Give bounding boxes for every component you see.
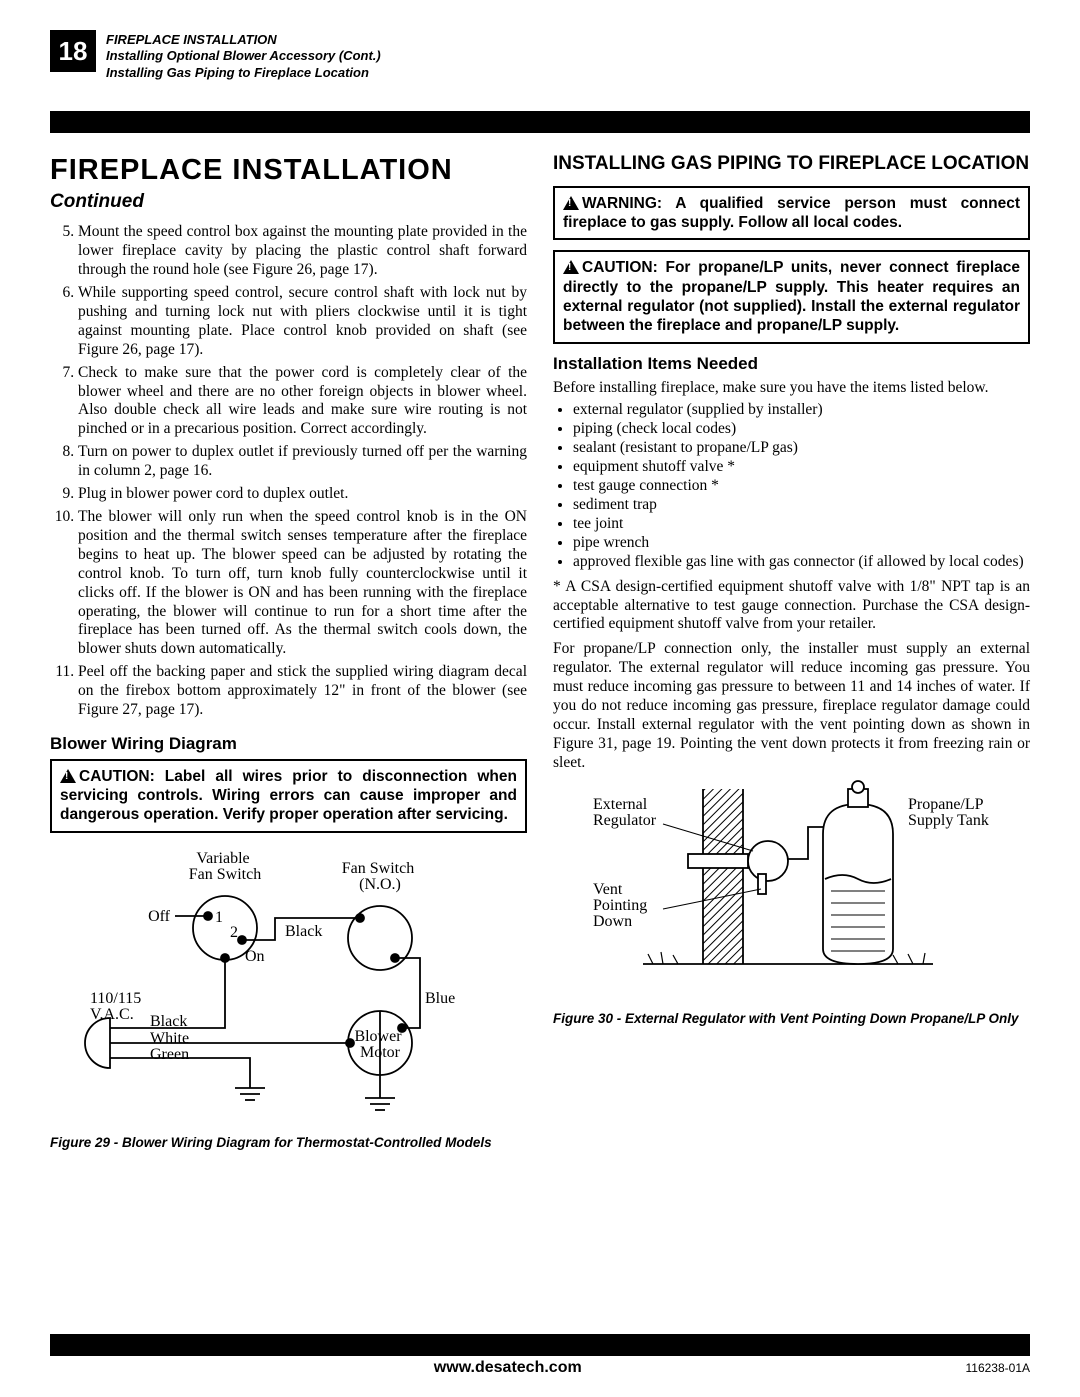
lbl-black1: Black [285,923,322,940]
main-heading: FIREPLACE INSTALLATION [50,153,527,188]
list-item: piping (check local codes) [573,420,1030,439]
page: 18 FIREPLACE INSTALLATION Installing Opt… [0,0,1080,1397]
list-item: approved flexible gas line with gas conn… [573,553,1030,572]
items-intro: Before installing fireplace, make sure y… [553,379,1030,398]
lbl-2: 2 [230,924,238,941]
lbl-ext-reg: External Regulator [593,796,657,829]
wiring-caution-text: CAUTION: Label all wires prior to discon… [60,768,517,824]
lbl-on: On [245,948,265,965]
right-column: INSTALLING GAS PIPING TO FIREPLACE LOCAT… [553,153,1030,1151]
lbl-black2: Black [150,1013,187,1030]
csa-note: * A CSA design-certified equipment shuto… [553,578,1030,635]
continued-label: Continued [50,190,527,213]
warning-icon [563,196,579,210]
fig30-caption: Figure 30 - External Regulator with Vent… [553,1011,1030,1027]
lbl-fanswitch: Fan Switch (N.O.) [342,860,418,893]
warning-icon [60,769,76,783]
list-item: sediment trap [573,496,1030,515]
step-item: Turn on power to duplex outlet if previo… [78,443,527,481]
step-list: Mount the speed control box against the … [50,223,527,720]
lbl-variable: Variable Fan Switch [189,850,261,883]
step-item: While supporting speed control, secure c… [78,284,527,360]
lp-paragraph: For propane/LP connection only, the inst… [553,640,1030,772]
lbl-1: 1 [215,909,223,926]
list-item: external regulator (supplied by installe… [573,401,1030,420]
footer-code: 116238-01A [966,1361,1031,1375]
regulator-figure: External Regulator Vent Pointing Down Pr… [553,779,1023,999]
wiring-diagram: Variable Fan Switch Fan Switch (N.O.) Of… [50,843,520,1123]
header-line2: Installing Optional Blower Accessory (Co… [106,48,381,64]
step-item: Check to make sure that the power cord i… [78,364,527,440]
warning-icon [563,260,579,274]
header-titles: FIREPLACE INSTALLATION Installing Option… [96,30,381,81]
footer-url: www.desatech.com [50,1359,966,1377]
list-item: tee joint [573,515,1030,534]
lbl-off: Off [148,908,171,925]
left-column: FIREPLACE INSTALLATION Continued Mount t… [50,153,527,1151]
lbl-vent: Vent Pointing Down [593,881,651,930]
header-line1: FIREPLACE INSTALLATION [106,32,381,48]
step-item: Plug in blower power cord to duplex outl… [78,485,527,504]
lbl-white: White [150,1030,189,1047]
caution-box-wiring: CAUTION: Label all wires prior to discon… [50,759,527,833]
step-item: Peel off the backing paper and stick the… [78,663,527,720]
warning-text: WARNING: A qualified service person must… [563,195,1020,231]
list-item: sealant (resistant to propane/LP gas) [573,439,1030,458]
lbl-blue: Blue [425,990,455,1007]
wiring-heading: Blower Wiring Diagram [50,734,527,755]
right-heading: INSTALLING GAS PIPING TO FIREPLACE LOCAT… [553,153,1030,176]
header-bar [50,111,1030,133]
warning-box: WARNING: A qualified service person must… [553,186,1030,241]
step-item: Mount the speed control box against the … [78,223,527,280]
page-number: 18 [50,30,96,72]
lbl-tank: Propane/LP Supply Tank [908,796,989,829]
list-item: test gauge connection * [573,477,1030,496]
footer-bar [50,1334,1030,1356]
items-list: external regulator (supplied by installe… [553,401,1030,571]
header-line3: Installing Gas Piping to Fireplace Locat… [106,65,381,81]
footer: www.desatech.com 116238-01A [50,1334,1030,1377]
list-item: equipment shutoff valve * [573,458,1030,477]
items-heading: Installation Items Needed [553,354,1030,375]
caution-lp-text: CAUTION: For propane/LP units, never con… [563,259,1020,334]
list-item: pipe wrench [573,534,1030,553]
caution-box-lp: CAUTION: For propane/LP units, never con… [553,250,1030,344]
step-item: The blower will only run when the speed … [78,508,527,659]
lbl-blower: Blower Motor [354,1028,405,1061]
header: 18 FIREPLACE INSTALLATION Installing Opt… [50,30,1030,81]
fig29-caption: Figure 29 - Blower Wiring Diagram for Th… [50,1135,527,1151]
lbl-green: Green [150,1046,189,1063]
columns: FIREPLACE INSTALLATION Continued Mount t… [50,153,1030,1151]
lbl-vac: 110/115 V.A.C. [90,990,145,1023]
